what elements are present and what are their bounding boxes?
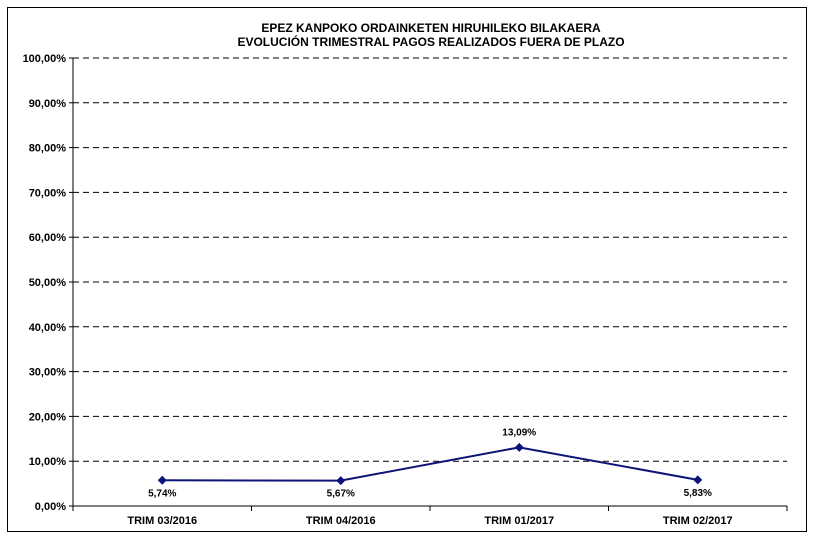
y-tick-label: 90,00% xyxy=(29,98,67,110)
series-line xyxy=(162,446,698,482)
y-tick-label: 80,00% xyxy=(29,143,67,155)
x-tick-label: TRIM 03/2016 xyxy=(127,515,197,527)
data-point xyxy=(693,475,703,485)
y-tick-label: 10,00% xyxy=(29,456,67,468)
chart-frame xyxy=(7,7,807,532)
x-tick-label: TRIM 01/2017 xyxy=(484,515,554,527)
y-tick-label: 70,00% xyxy=(29,187,67,199)
data-point xyxy=(514,442,524,452)
data-label: 13,09% xyxy=(502,427,536,438)
y-tick-label: 30,00% xyxy=(29,367,67,379)
y-tick-label: 20,00% xyxy=(29,411,67,423)
chart-subtitle: EVOLUCIÓN TRIMESTRAL PAGOS REALIZADOS FU… xyxy=(237,34,624,49)
y-tick-label: 100,00% xyxy=(23,53,67,65)
data-point xyxy=(336,476,346,486)
y-tick-label: 0,00% xyxy=(35,501,66,513)
data-label: 5,74% xyxy=(148,488,176,499)
y-tick-label: 40,00% xyxy=(29,322,67,334)
x-tick-label: TRIM 04/2016 xyxy=(306,515,376,527)
y-tick-label: 50,00% xyxy=(29,277,67,289)
y-tick-label: 60,00% xyxy=(29,232,67,244)
chart-title: EPEZ KANPOKO ORDAINKETEN HIRUHILEKO BILA… xyxy=(261,21,601,35)
data-point xyxy=(157,475,167,485)
x-tick-label: TRIM 02/2017 xyxy=(663,515,733,527)
data-label: 5,67% xyxy=(327,489,355,500)
data-label: 5,83% xyxy=(684,488,712,499)
